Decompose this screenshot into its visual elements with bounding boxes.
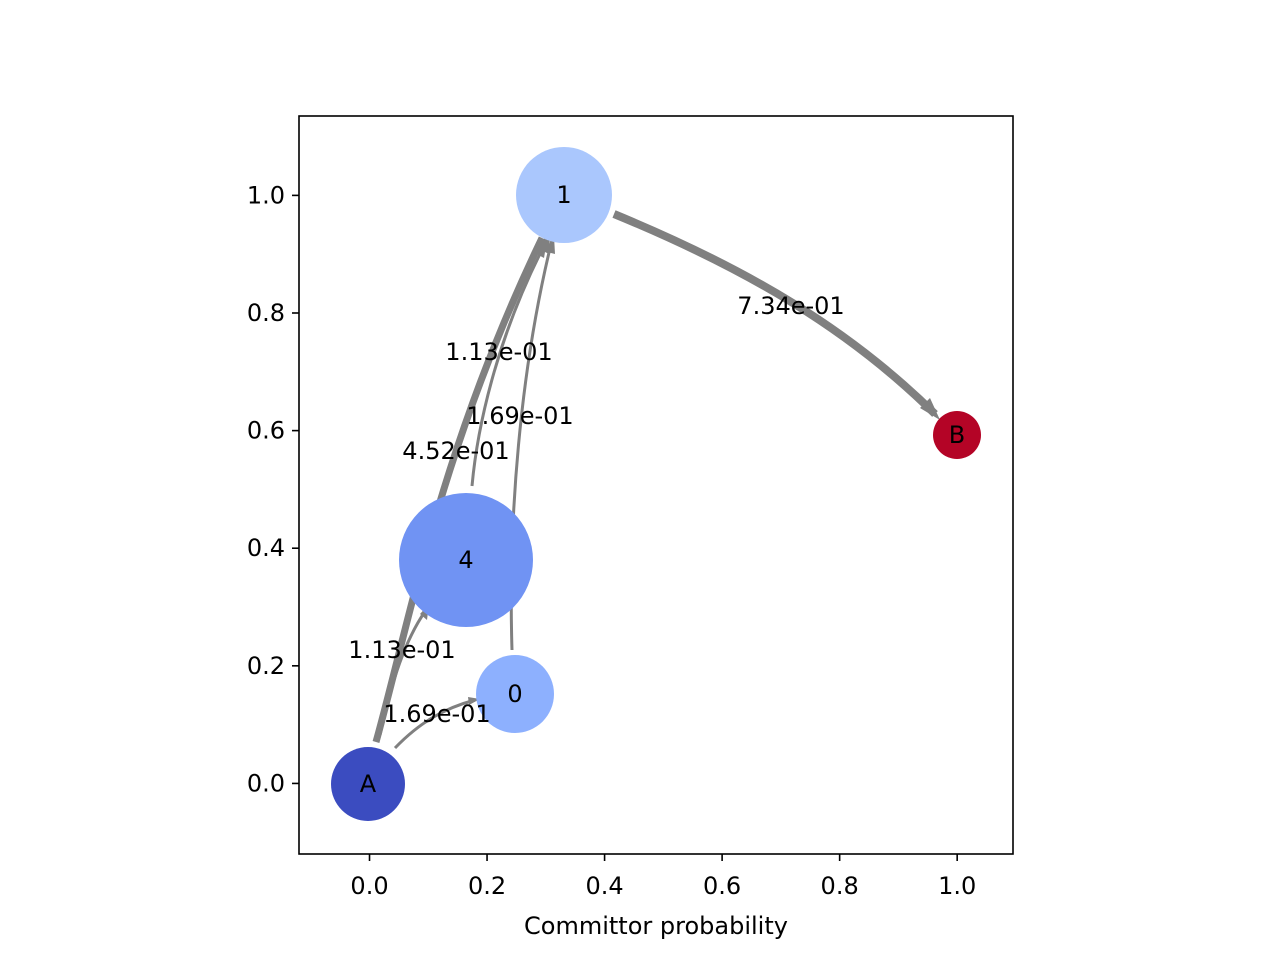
x-tick-label: 1.0 (938, 872, 976, 900)
node-1 (516, 147, 612, 243)
node-4 (399, 493, 533, 627)
edge-A-0 (393, 698, 476, 750)
node-B (933, 411, 981, 459)
node-label-A: A (360, 770, 377, 798)
y-tick-label: 0.2 (247, 652, 285, 680)
edge-label-A-1: 4.52e-01 (402, 437, 509, 465)
edge-4-1-arrowhead (541, 236, 550, 254)
y-axis-ticks: 0.0 0.2 0.4 0.6 0.8 1.0 (247, 181, 299, 797)
node-label-4: 4 (458, 546, 473, 574)
node-labels-layer: A 0 4 1 B (360, 181, 965, 798)
nodes-layer (331, 147, 981, 821)
x-tick-label: 0.4 (585, 872, 623, 900)
y-tick-label: 1.0 (247, 181, 285, 209)
edge-label-0-1: 1.69e-01 (466, 402, 573, 430)
plot-frame (298, 115, 1014, 855)
x-tick-label: 0.8 (821, 872, 859, 900)
edge-A-1-arrowhead (533, 234, 548, 258)
node-0 (476, 655, 554, 733)
x-axis-label: Committor probability (524, 912, 788, 940)
edge-label-4-1: 1.13e-01 (445, 338, 552, 366)
y-tick-label: 0.4 (247, 534, 285, 562)
edge-A-4 (378, 609, 428, 736)
node-label-B: B (949, 421, 965, 449)
x-tick-label: 0.6 (703, 872, 741, 900)
edge-4-1 (470, 239, 549, 487)
edges-layer (372, 210, 940, 750)
edge-labels-layer: 1.69e-01 1.13e-01 4.52e-01 1.13e-01 1.69… (348, 292, 844, 728)
node-label-1: 1 (556, 181, 571, 209)
node-label-0: 0 (507, 680, 522, 708)
edge-label-1-B: 7.34e-01 (737, 292, 844, 320)
y-tick-label: 0.0 (247, 769, 285, 797)
x-tick-label: 0.0 (350, 872, 388, 900)
y-tick-label: 0.6 (247, 417, 285, 445)
edge-label-A-0: 1.69e-01 (383, 700, 490, 728)
edge-label-A-4: 1.13e-01 (348, 636, 455, 664)
x-axis-ticks: 0.0 0.2 0.4 0.6 0.8 1.0 (350, 854, 976, 900)
edge-1-B (612, 210, 938, 417)
x-tick-label: 0.2 (468, 872, 506, 900)
edge-1-B-arrowhead (920, 398, 940, 420)
node-A (331, 747, 405, 821)
y-tick-label: 0.8 (247, 299, 285, 327)
